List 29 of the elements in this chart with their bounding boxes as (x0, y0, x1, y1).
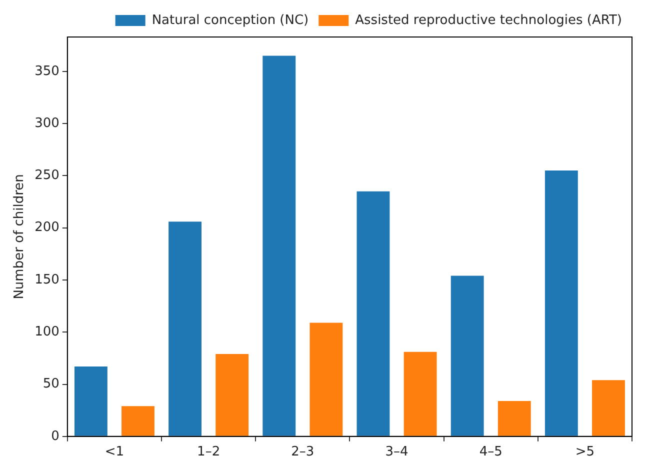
bar (592, 380, 625, 436)
y-tick-label: 0 (51, 428, 60, 444)
bar (404, 352, 437, 436)
x-tick-label: 4–5 (479, 444, 502, 460)
x-tick-label: 2–3 (291, 444, 314, 460)
bar (310, 322, 343, 436)
y-tick-label: 300 (34, 116, 60, 131)
y-tick-label: 350 (34, 64, 60, 79)
bar (168, 222, 202, 436)
y-axis-title: Number of children (12, 174, 28, 300)
bar (356, 191, 390, 436)
x-tick-label: >5 (575, 444, 595, 460)
legend-label: Natural conception (NC) (152, 12, 309, 28)
bar (216, 354, 249, 436)
x-tick-label: 3–4 (385, 444, 408, 460)
bar (74, 366, 108, 436)
bar (498, 400, 531, 436)
y-tick-label: 100 (34, 324, 60, 340)
y-tick-label: 150 (34, 272, 60, 288)
y-tick-label: 200 (34, 220, 60, 236)
bar (450, 276, 484, 436)
y-tick-label: 250 (34, 168, 60, 184)
bar (122, 406, 154, 436)
bar (544, 170, 578, 436)
y-tick-label: 50 (42, 376, 60, 392)
bar (262, 56, 296, 436)
x-tick-label: <1 (104, 444, 124, 460)
x-tick-label: 1–2 (197, 444, 220, 460)
legend-label: Assisted reproductive technologies (ART) (355, 12, 622, 28)
